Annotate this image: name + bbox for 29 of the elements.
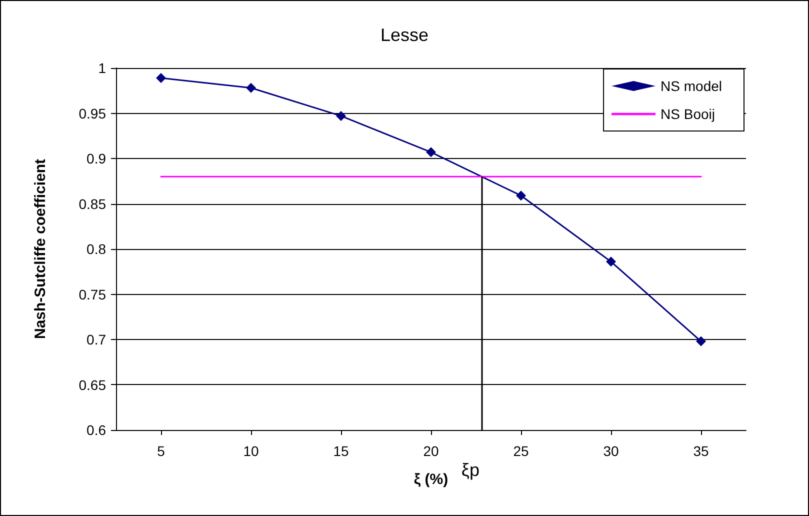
ref-line-label: ξp	[461, 460, 480, 480]
y-tick-label: 0.8	[86, 241, 106, 257]
x-tick-label: 10	[243, 443, 259, 459]
x-tick-label: 35	[693, 443, 709, 459]
y-tick-label: 0.9	[86, 150, 106, 166]
y-tick-label: 0.95	[78, 105, 106, 122]
chart-title: Lesse	[380, 25, 429, 45]
y-tick-label: 0.85	[78, 196, 106, 212]
x-tick-label: 30	[603, 443, 619, 459]
x-tick-label: 5	[157, 443, 166, 459]
point	[606, 256, 616, 267]
legend-label: NS model	[660, 78, 722, 94]
y-tick-label: 0.7	[86, 332, 106, 348]
x-tick-label: 20	[423, 443, 439, 459]
point	[696, 336, 706, 346]
point	[336, 110, 346, 121]
y-tick-label: 0.75	[78, 286, 106, 302]
point	[156, 72, 166, 83]
x-tick-label: 15	[333, 443, 349, 459]
y-tick-label: 0.6	[86, 422, 106, 438]
point	[246, 82, 256, 93]
y-tick-label: 1	[98, 60, 106, 76]
y-axis-title: Nash-Sutcliffe coefficient	[32, 158, 49, 340]
legend-label: NS Booij	[660, 106, 715, 122]
y-tick-label: 0.65	[78, 376, 106, 393]
x-tick-label: 25	[513, 443, 529, 459]
point	[516, 190, 526, 201]
point	[426, 147, 436, 158]
x-axis-title: ξ (%)	[414, 471, 448, 488]
